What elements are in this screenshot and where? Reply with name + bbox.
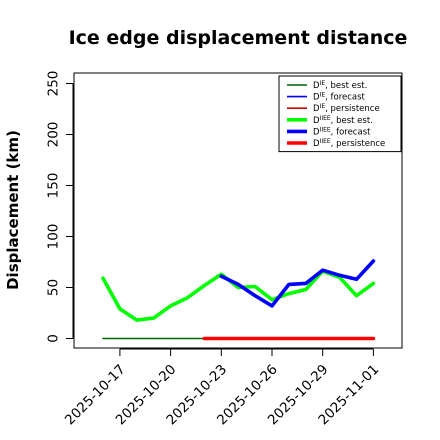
legend-entry-sup: IIEE: [320, 138, 331, 145]
legend-entry-base: D: [313, 81, 320, 91]
legend-entry-rest: , persistence: [325, 104, 380, 114]
legend-entry-sup: IE: [320, 103, 326, 110]
legend-box: [278, 75, 402, 153]
legend-entry: DIE, forecast: [313, 92, 366, 103]
y-axis: 0 50 100 150 200 250: [46, 71, 74, 343]
legend-entry-sup: IE: [320, 80, 326, 87]
legend-entry-base: D: [313, 116, 320, 126]
legend-entry-rest: , best est.: [325, 81, 367, 91]
series-layer: [101, 259, 376, 341]
series-line-3: [101, 269, 376, 322]
y-axis-label: Displacement (km): [4, 130, 22, 290]
legend-entry-sup: IIEE: [320, 115, 331, 122]
y-tick-label: 200: [46, 122, 62, 148]
legend-entry: DIIEE, best est.: [313, 115, 373, 126]
y-tick-label: 100: [46, 224, 62, 250]
legend-entry-rest: , persistence: [331, 139, 386, 149]
legend-entry-base: D: [313, 127, 320, 137]
legend-entry-sup: IE: [320, 92, 326, 99]
legend-entry-sup: IIEE: [320, 126, 331, 133]
y-tick-label: 250: [46, 71, 62, 97]
chart-title: Ice edge displacement distance: [69, 27, 408, 49]
legend-entry-rest: , forecast: [325, 93, 365, 103]
legend-entry-rest: , best est.: [331, 116, 373, 126]
plot-frame: [73, 72, 403, 349]
legend-entry: DIIEE, persistence: [313, 138, 385, 149]
series-line-4: [219, 259, 376, 308]
legend-entry: DIIEE, forecast: [313, 126, 371, 137]
legend-entry-rest: , forecast: [331, 127, 371, 137]
legend-entry-base: D: [313, 104, 320, 114]
legend-entry: DIE, persistence: [313, 103, 380, 114]
y-tick-label: 0: [46, 334, 62, 343]
legend-entry-base: D: [313, 93, 320, 103]
legend-entry: DIE, best est.: [313, 80, 367, 91]
x-axis: 2025-10-172025-10-202025-10-232025-10-26…: [62, 348, 382, 428]
y-tick-label: 150: [46, 173, 62, 199]
y-tick-label: 50: [46, 279, 62, 296]
legend-entry-base: D: [313, 139, 320, 149]
